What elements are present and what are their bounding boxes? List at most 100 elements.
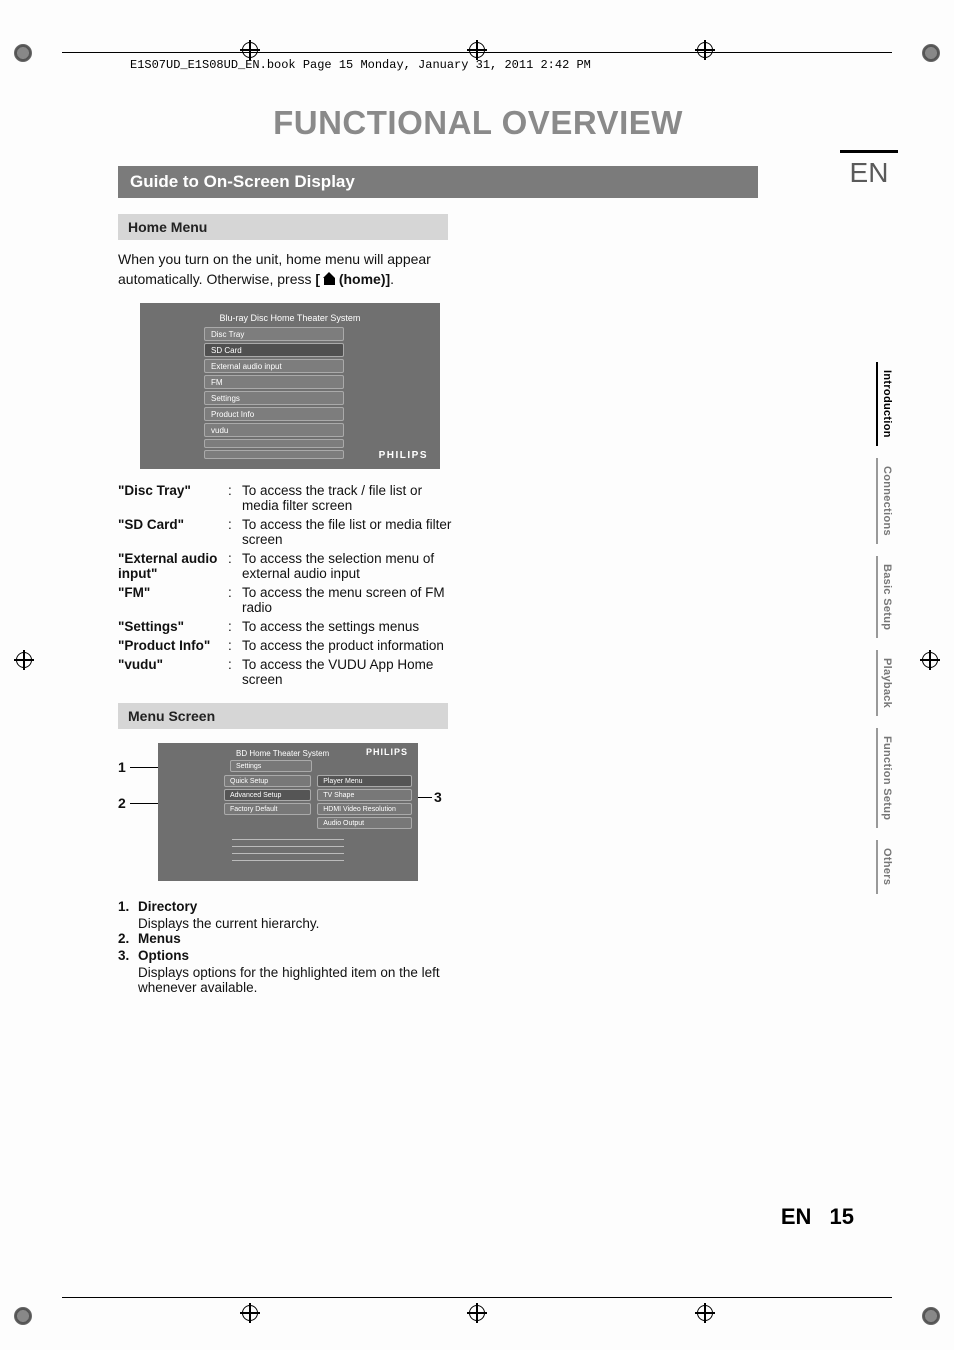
- def-term: "Product Info": [118, 638, 228, 653]
- home-screen-title: Blu-ray Disc Home Theater System: [150, 313, 430, 323]
- cell: Audio Output: [317, 817, 412, 829]
- menu-item: FM: [204, 375, 344, 389]
- language-badge: EN: [840, 150, 898, 189]
- register-dot-icon: [922, 1307, 940, 1325]
- cell: Advanced Setup: [224, 789, 311, 801]
- def-term: "Disc Tray": [118, 483, 228, 513]
- legend-desc: Displays the current hierarchy.: [138, 916, 458, 931]
- page-root: E1S07UD_E1S08UD_EN.book Page 15 Monday, …: [0, 0, 954, 1350]
- def-row: "Settings":To access the settings menus: [118, 619, 458, 634]
- legend-row: 1.Directory: [118, 899, 458, 914]
- register-dot-icon: [14, 44, 32, 62]
- philips-logo: PHILIPS: [366, 747, 408, 757]
- home-menu-heading: Home Menu: [118, 214, 448, 240]
- legend-title: Directory: [138, 899, 197, 914]
- crop-marks-bottom: [0, 1303, 954, 1328]
- section-heading: Guide to On-Screen Display: [118, 166, 758, 198]
- legend-row: 3.Options: [118, 948, 458, 963]
- side-tab-playback[interactable]: Playback: [876, 650, 896, 716]
- legend-row: 2.Menus: [118, 931, 458, 946]
- menu-screen-heading: Menu Screen: [118, 703, 448, 729]
- def-row: "Product Info":To access the product inf…: [118, 638, 458, 653]
- menu-item: Settings: [204, 391, 344, 405]
- home-menu-definitions: "Disc Tray":To access the track / file l…: [118, 483, 458, 687]
- side-tab-strip: Introduction Connections Basic Setup Pla…: [876, 362, 898, 906]
- footer-page-number: 15: [830, 1204, 854, 1229]
- side-tab-function-setup[interactable]: Function Setup: [876, 728, 896, 828]
- side-tab-introduction[interactable]: Introduction: [876, 362, 896, 446]
- intro-bold-close: (home)]: [335, 271, 390, 287]
- home-menu-screenshot: Blu-ray Disc Home Theater System Disc Tr…: [140, 303, 440, 469]
- def-term: "vudu": [118, 657, 228, 687]
- def-desc: To access the product information: [242, 638, 458, 653]
- filler-lines: [232, 839, 344, 861]
- def-colon: :: [228, 657, 242, 687]
- content-area: FUNCTIONAL OVERVIEW Guide to On-Screen D…: [118, 90, 838, 995]
- menu-screen-left-col: Quick Setup Advanced Setup Factory Defau…: [224, 775, 311, 831]
- home-menu-intro: When you turn on the unit, home menu wil…: [118, 250, 448, 289]
- legend-title: Options: [138, 948, 189, 963]
- cell: Quick Setup: [224, 775, 311, 787]
- menu-screen-wrapper: 1 2 3 BD Home Theater System PHILIPS Set…: [118, 743, 458, 881]
- register-cross-icon: [240, 1303, 260, 1328]
- def-row: "FM":To access the menu screen of FM rad…: [118, 585, 458, 615]
- legend-desc: Displays options for the highlighted ite…: [138, 965, 458, 995]
- def-colon: :: [228, 483, 242, 513]
- callout-1: 1: [118, 759, 126, 775]
- legend-title: Menus: [138, 931, 181, 946]
- callout-3: 3: [434, 789, 442, 805]
- breadcrumb-cell: Settings: [230, 760, 312, 772]
- def-colon: :: [228, 585, 242, 615]
- def-term: "SD Card": [118, 517, 228, 547]
- menu-item: External audio input: [204, 359, 344, 373]
- crop-line-bottom: [62, 1297, 892, 1298]
- def-row: "Disc Tray":To access the track / file l…: [118, 483, 458, 513]
- callout-2: 2: [118, 795, 126, 811]
- def-term: "FM": [118, 585, 228, 615]
- menu-screen-right-col: Player Menu TV Shape HDMI Video Resoluti…: [317, 775, 412, 831]
- menu-screen-screenshot: BD Home Theater System PHILIPS Settings …: [158, 743, 418, 881]
- register-cross-icon: [920, 650, 940, 675]
- def-desc: To access the file list or media filter …: [242, 517, 458, 547]
- def-colon: :: [228, 638, 242, 653]
- def-desc: To access the track / file list or media…: [242, 483, 458, 513]
- menu-item: [204, 439, 344, 448]
- intro-period: .: [390, 271, 394, 287]
- register-cross-icon: [467, 1303, 487, 1328]
- def-desc: To access the selection menu of external…: [242, 551, 458, 581]
- def-colon: :: [228, 517, 242, 547]
- menu-item: Product Info: [204, 407, 344, 421]
- legend-num: 1.: [118, 899, 138, 914]
- def-desc: To access the settings menus: [242, 619, 458, 634]
- philips-logo: PHILIPS: [379, 450, 428, 461]
- cell: TV Shape: [317, 789, 412, 801]
- register-cross-icon: [14, 650, 34, 675]
- legend-num: 3.: [118, 948, 138, 963]
- home-screen-menu-list: Disc Tray SD Card External audio input F…: [204, 327, 344, 459]
- page-footer: EN 15: [781, 1204, 854, 1230]
- side-tab-connections[interactable]: Connections: [876, 458, 896, 544]
- def-colon: :: [228, 551, 242, 581]
- cell: HDMI Video Resolution: [317, 803, 412, 815]
- footer-lang: EN: [781, 1204, 812, 1229]
- side-tab-basic-setup[interactable]: Basic Setup: [876, 556, 896, 638]
- register-cross-icon: [695, 1303, 715, 1328]
- crop-line-top: [62, 52, 892, 53]
- legend-num: 2.: [118, 931, 138, 946]
- def-colon: :: [228, 619, 242, 634]
- register-dot-icon: [922, 44, 940, 62]
- register-dot-icon: [14, 1307, 32, 1325]
- side-tab-others[interactable]: Others: [876, 840, 896, 893]
- def-term: "External audio input": [118, 551, 228, 581]
- def-desc: To access the menu screen of FM radio: [242, 585, 458, 615]
- menu-screen-columns: Quick Setup Advanced Setup Factory Defau…: [164, 775, 412, 831]
- menu-item: [204, 450, 344, 459]
- page-title: FUNCTIONAL OVERVIEW: [118, 104, 838, 142]
- home-icon: [324, 274, 335, 285]
- menu-item: SD Card: [204, 343, 344, 357]
- def-row: "vudu":To access the VUDU App Home scree…: [118, 657, 458, 687]
- cell: Factory Default: [224, 803, 311, 815]
- def-row: "External audio input":To access the sel…: [118, 551, 458, 581]
- def-desc: To access the VUDU App Home screen: [242, 657, 458, 687]
- menu-item: vudu: [204, 423, 344, 437]
